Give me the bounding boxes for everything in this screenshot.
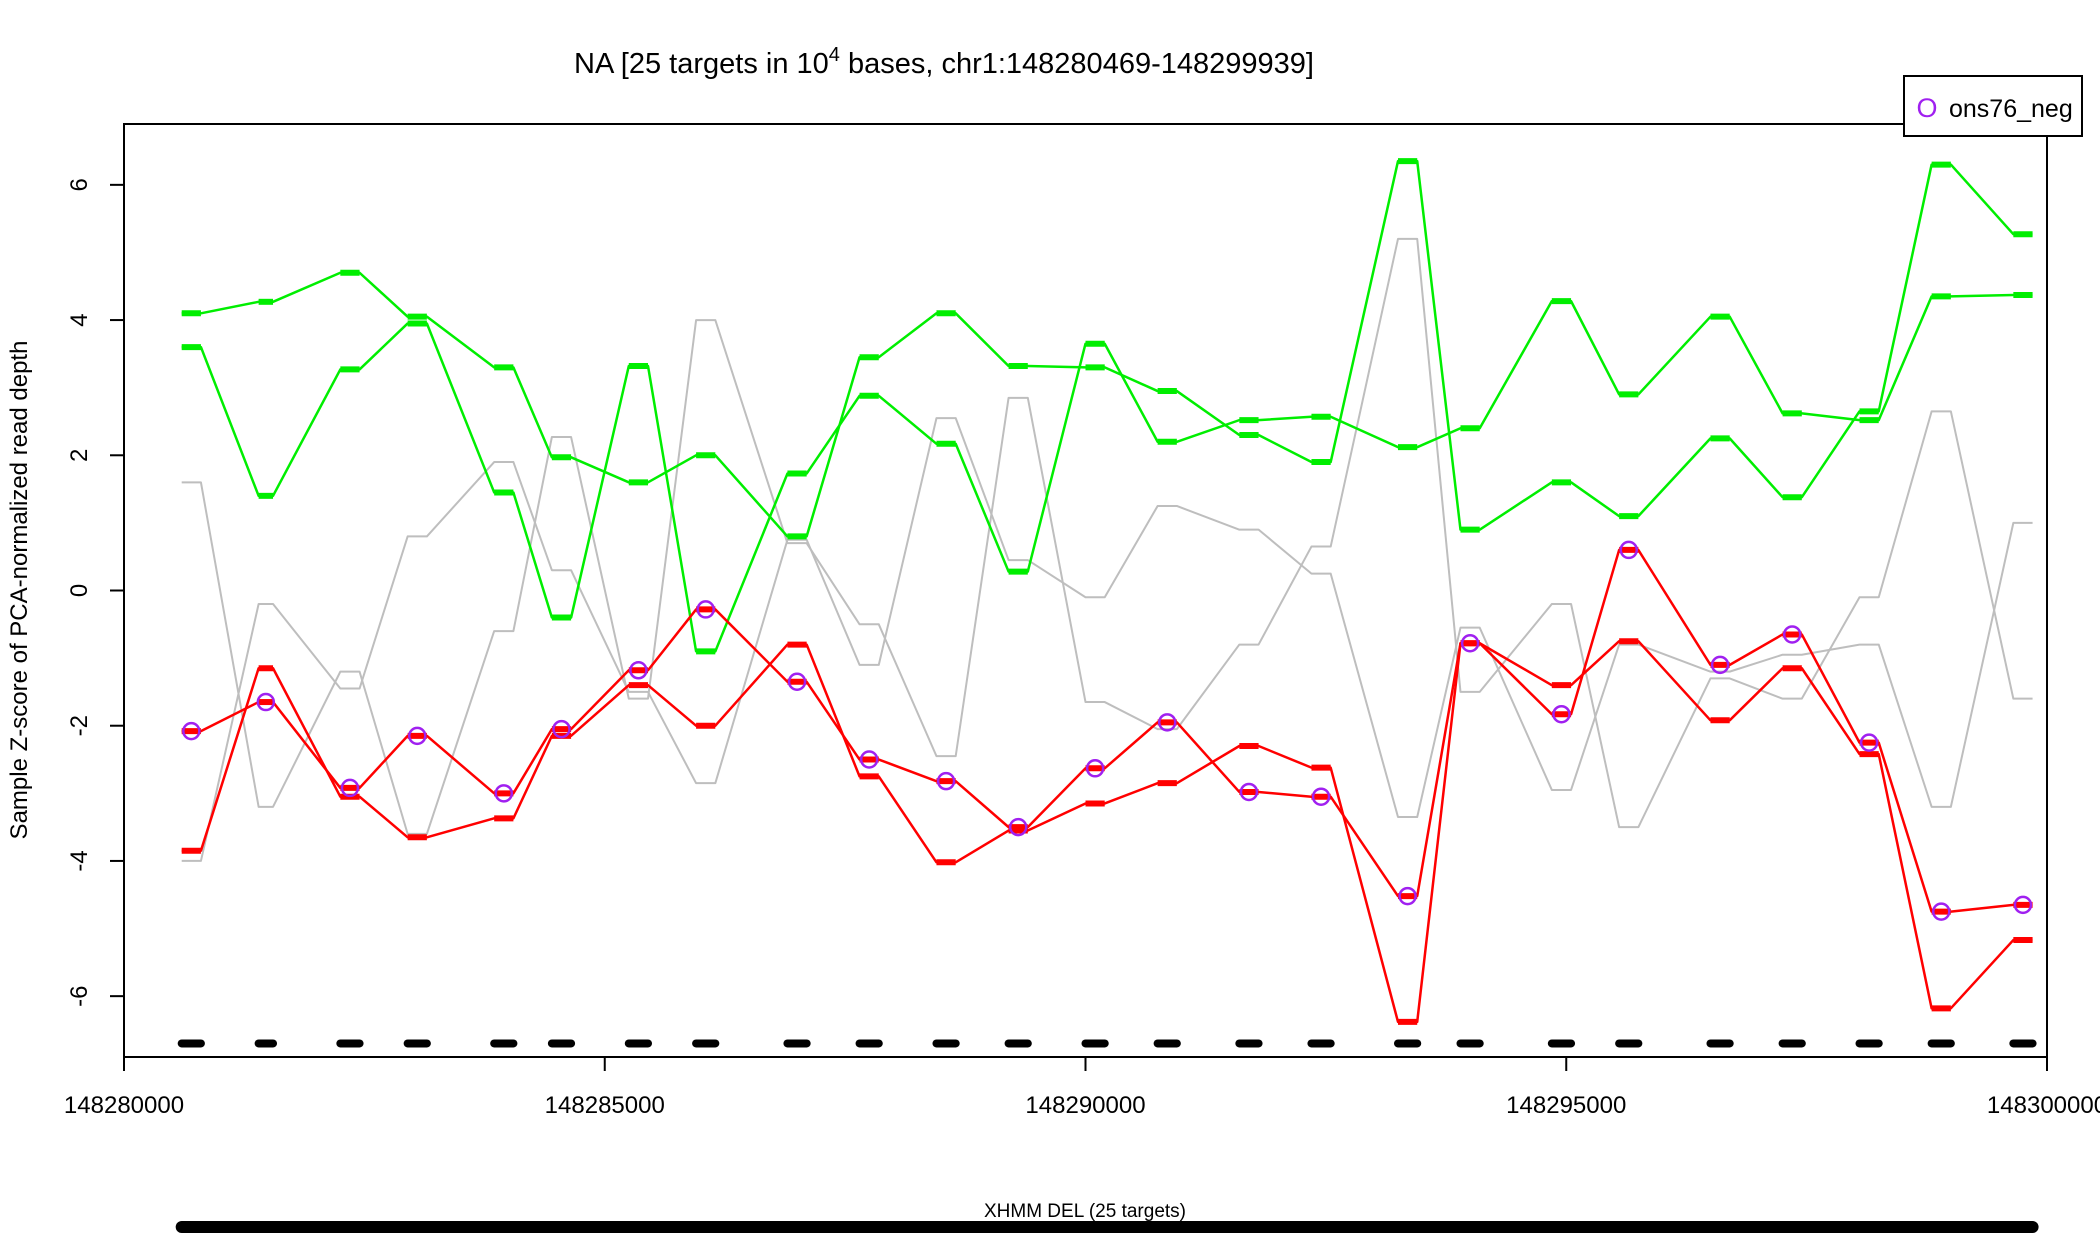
chart-title: NA [25 targets in 104 bases, chr1:148280…: [574, 44, 1314, 80]
x-tick-label: 148290000: [1025, 1092, 1145, 1119]
markers-layer: [182, 540, 2033, 921]
sample-marker: [696, 600, 715, 619]
sample-marker: [1398, 886, 1417, 906]
y-tick-label: -6: [66, 985, 93, 1006]
y-axis-label: Sample Z-score of PCA-normalized read de…: [6, 341, 33, 840]
y-tick-label: 4: [66, 313, 93, 326]
sample-marker: [1085, 759, 1105, 778]
x-tick-label: 148285000: [545, 1092, 665, 1119]
y-tick-label: 0: [66, 584, 93, 597]
sample-marker: [1782, 625, 1802, 644]
sample-marker: [936, 771, 956, 791]
x-tick-label: 148295000: [1506, 1092, 1626, 1119]
sample-marker: [552, 719, 571, 739]
chart-title-prefix: NA [25 targets in 10: [574, 48, 829, 80]
series-line-4: [181, 293, 2033, 653]
x-axis: 148280000 148285000 148290000 148295000 1483…: [64, 1056, 2100, 1119]
y-tick-label: 6: [66, 178, 93, 191]
cnv-call-label: XHMM DEL (25 targets): [984, 1201, 1186, 1222]
sample-marker: [1239, 782, 1259, 802]
sample-marker: [494, 784, 514, 803]
sample-marker: [629, 661, 648, 680]
y-tick-label: 2: [66, 449, 93, 462]
legend-label: ons76_neg: [1949, 95, 2073, 123]
sample-marker: [1460, 633, 1480, 653]
legend-box: [1903, 75, 2083, 137]
sample-marker: [787, 672, 807, 692]
sample-marker: [1619, 540, 1638, 560]
sample-marker: [1157, 713, 1177, 732]
sample-marker: [1008, 817, 1028, 837]
sample-marker: [2013, 895, 2033, 915]
series-line-2: [181, 417, 2033, 862]
x-tick-label: 148300000: [1987, 1092, 2100, 1119]
sample-marker: [1311, 787, 1331, 806]
x-tick-label: 148280000: [64, 1092, 184, 1119]
chart-title-superscript: 4: [829, 44, 840, 66]
sample-marker: [256, 692, 276, 712]
sample-marker: [408, 726, 427, 746]
y-axis: -6 -4 -2 0 2 4 6: [66, 178, 125, 1007]
plot-frame: [123, 123, 2048, 1058]
sample-marker: [182, 721, 201, 741]
legend: O ons76_neg: [1903, 75, 2083, 137]
chart-title-suffix: bases, chr1:148280469-148299939]: [840, 48, 1314, 80]
sample-marker: [1859, 733, 1879, 752]
sample-marker: [859, 750, 879, 769]
series-layer: [181, 158, 2033, 1025]
sample-marker: [1552, 704, 1571, 724]
series-line-6: [181, 548, 2033, 913]
series-line-5: [181, 639, 2033, 1024]
sample-marker: [1931, 902, 1951, 921]
y-tick-label: -4: [66, 850, 93, 871]
legend-marker: O: [1916, 93, 1937, 123]
sample-marker: [1710, 655, 1730, 675]
y-tick-label: -2: [66, 715, 93, 736]
sample-marker: [340, 778, 360, 798]
series-line-1: [181, 237, 2033, 835]
